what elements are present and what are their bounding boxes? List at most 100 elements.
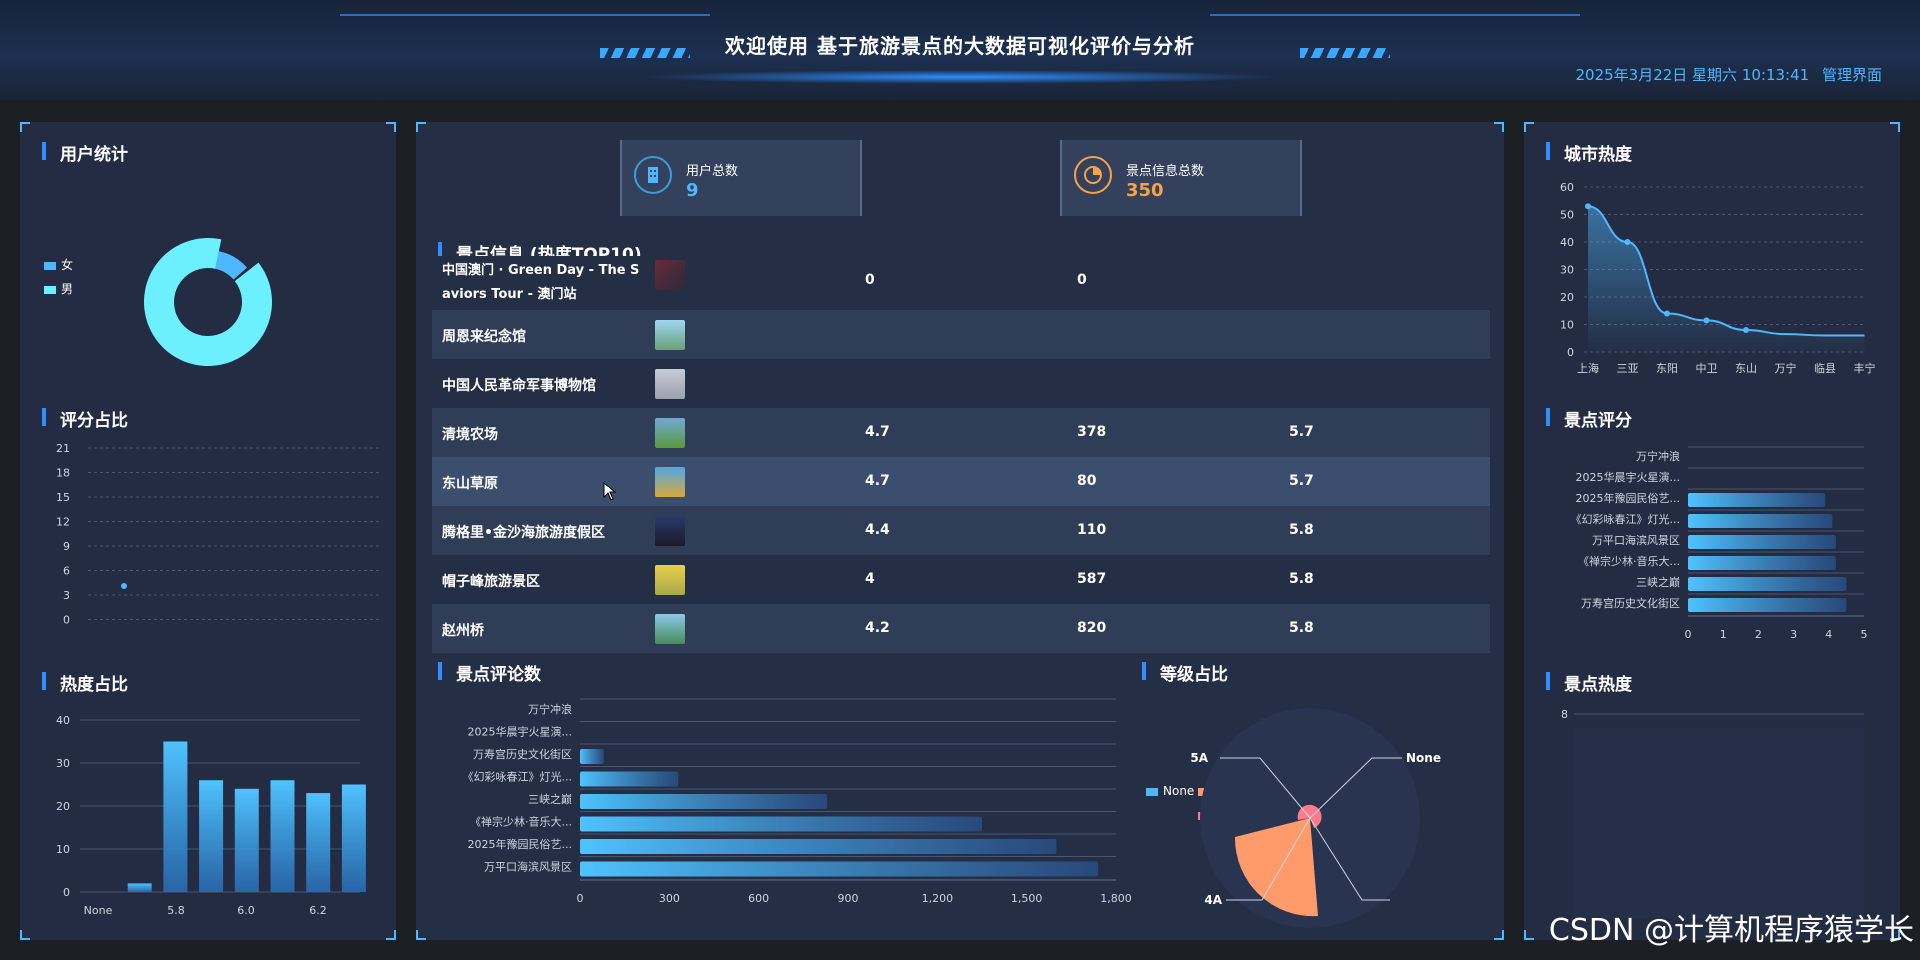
rating-bar-x-tick: 3 <box>1790 628 1797 641</box>
comments-bar[interactable] <box>580 816 982 832</box>
rating-bar-x-tick: 1 <box>1720 628 1727 641</box>
city-y-tick: 0 <box>1567 346 1574 359</box>
table-row[interactable]: 腾格里•金沙海旅游度假区 4.4 110 5.8 <box>432 506 1490 555</box>
comments-x-tick: 900 <box>838 892 859 905</box>
grade-label-4a: 4A <box>1204 893 1222 907</box>
users-stat-label: 用户总数 <box>686 164 739 179</box>
corner-tr <box>386 122 396 132</box>
city-x-tick: 三亚 <box>1617 362 1639 375</box>
heat-bar[interactable] <box>306 793 331 892</box>
heat-bar[interactable] <box>199 780 224 892</box>
city-heat-title: 城市热度 <box>1546 140 1632 165</box>
rating-y-tick: 18 <box>56 467 70 480</box>
rating-bar[interactable] <box>1688 556 1836 570</box>
header-line-right <box>1210 14 1580 16</box>
header-stripes-right <box>1300 48 1390 58</box>
users-stat-card: 用户总数 9 <box>620 140 862 216</box>
rose-slice-4a[interactable] <box>1234 818 1318 917</box>
comments-bar[interactable] <box>580 839 1057 854</box>
rating-bar[interactable] <box>1688 577 1847 591</box>
heat-x-tick: None <box>84 904 113 917</box>
donut-slice[interactable] <box>213 250 248 280</box>
pie-icon <box>1074 156 1112 194</box>
heat-y-tick: 20 <box>56 800 70 813</box>
heat-bar[interactable] <box>270 780 295 892</box>
comments-bar-chart: 万宁冲浪 2025华晨宇火星演... 万寿宫历史文化街区《幻彩咏春江》灯光... 三峡… <box>463 698 1132 905</box>
city-point[interactable] <box>1703 317 1710 324</box>
legend-male[interactable]: 男 <box>44 280 73 297</box>
heat-y-tick: 10 <box>56 843 70 856</box>
rating-bar-x-tick: 4 <box>1825 628 1832 641</box>
city-point[interactable] <box>1743 327 1749 333</box>
spot-thumbnail <box>655 260 685 290</box>
table-row[interactable]: 中国澳门 · Green Day - The S aviors Tour - 澳… <box>432 256 1490 310</box>
table-row[interactable]: 清境农场 4.7 378 5.7 <box>432 408 1490 457</box>
spot-score: 4.7 <box>865 424 890 440</box>
rating-bar[interactable] <box>1688 535 1836 549</box>
city-point[interactable] <box>1664 310 1670 317</box>
rating-bar-category-label: 2025年豫园民俗艺... <box>1576 491 1680 505</box>
spot-heat: 587 <box>1077 571 1107 587</box>
label-line-5a <box>1220 757 1311 819</box>
rating-y-tick: 6 <box>63 565 70 578</box>
city-x-tick: 万宁 <box>1775 361 1797 375</box>
table-row[interactable]: 中国人民革命军事博物馆 <box>432 359 1490 408</box>
label-line-4a-right <box>1309 817 1390 901</box>
comments-category-label: 2025年豫园民俗艺... <box>468 837 572 851</box>
spot-score: 4.4 <box>865 522 890 538</box>
spot-thumbnail <box>655 320 685 350</box>
comments-category-label: 万寿宫历史文化街区 <box>473 747 572 761</box>
rating-bar-category-label: 2025华晨宇火星演... <box>1576 470 1680 484</box>
heat-bar[interactable] <box>127 883 152 892</box>
rating-bar[interactable] <box>1688 598 1847 612</box>
rating-bar-category-label: 《幻彩咏春江》灯光... <box>1571 512 1681 526</box>
rating-area-chart: 21 18 15 12 9 6 3 0 None 1.9 3.6 3.9 <box>56 442 380 632</box>
comments-bar[interactable] <box>580 749 604 764</box>
spot-rating-title: 景点评分 <box>1546 406 1632 431</box>
spot-heat-area <box>1574 728 1864 918</box>
spot-name: 帽子峰旅游景区 <box>442 574 540 590</box>
city-point[interactable] <box>1585 203 1591 210</box>
comments-category-label: 万平口海滨风景区 <box>484 860 572 874</box>
rating-point[interactable] <box>121 583 127 589</box>
rating-bar[interactable] <box>1688 493 1826 507</box>
comments-category-label: 《幻彩咏春江》灯光... <box>463 770 573 784</box>
rating-bar-category-label: 万平口海滨风景区 <box>1592 533 1680 547</box>
spots-stat-label: 景点信息总数 <box>1126 164 1205 179</box>
spot-thumbnail <box>655 369 685 399</box>
table-row[interactable]: 周恩来纪念馆 <box>432 310 1490 359</box>
comments-bar[interactable] <box>580 794 828 809</box>
heat-bar-chart: 40 30 20 10 0 None 5.8 6.0 6.2 <box>56 714 366 917</box>
legend-female[interactable]: 女 <box>44 256 73 273</box>
donut-slice[interactable] <box>144 238 272 366</box>
table-row[interactable]: 帽子峰旅游景区 4 587 5.8 <box>432 555 1490 604</box>
comments-bar[interactable] <box>580 771 679 787</box>
heat-x-tick: 6.2 <box>309 904 327 917</box>
header-line-left <box>340 14 710 16</box>
comments-category-label: 2025华晨宇火星演... <box>468 725 572 739</box>
comments-bar[interactable] <box>580 861 1099 877</box>
table-row[interactable]: 赵州桥 4.2 820 5.8 <box>432 604 1490 653</box>
admin-link[interactable]: 管理界面 <box>1821 66 1882 84</box>
rating-bar[interactable] <box>1688 514 1833 528</box>
city-x-tick: 东阳 <box>1656 362 1678 375</box>
corner-tl <box>1524 122 1534 132</box>
city-point[interactable] <box>1624 239 1631 245</box>
corner-tl <box>416 122 426 132</box>
rating-y-tick: 9 <box>63 540 70 553</box>
header-glow <box>640 70 1280 84</box>
spot-thumbnail <box>655 418 685 448</box>
comments-title: 景点评论数 <box>438 660 541 685</box>
heat-bar[interactable] <box>341 784 366 893</box>
legend-male-label: 男 <box>61 282 74 296</box>
corner-tr <box>1494 122 1504 132</box>
table-row[interactable]: 东山草原 4.7 80 5.7 <box>432 457 1490 506</box>
city-x-tick: 中卫 <box>1696 362 1718 375</box>
comments-category-label: 三峡之巅 <box>528 792 572 806</box>
heat-bar[interactable] <box>163 741 188 893</box>
legend-none[interactable]: None <box>1146 784 1194 798</box>
heat-bar[interactable] <box>234 788 259 892</box>
legend-none-label: None <box>1163 784 1195 798</box>
spot-thumbnail <box>655 565 685 595</box>
right-panel: 城市热度 60 50 40 30 20 10 0 上海 三亚 东阳 中卫 东山 万宁 临县 丰宁 景点评分 … <box>1524 122 1900 940</box>
